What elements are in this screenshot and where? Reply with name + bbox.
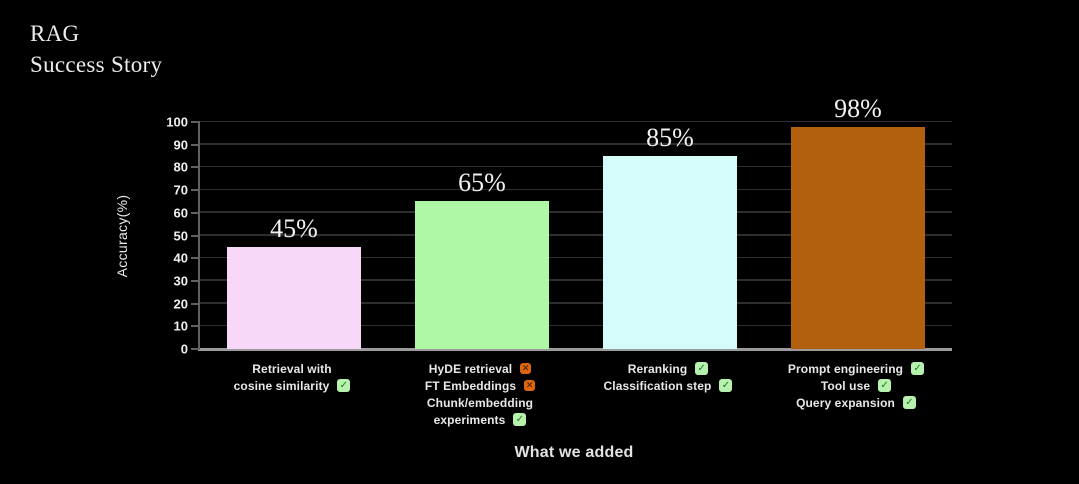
- y-tick-label: 70: [173, 182, 188, 198]
- y-gridline: [200, 234, 952, 236]
- check-icon: ✓: [695, 362, 709, 375]
- category-label-text: cosine similarity: [233, 378, 330, 393]
- category-label-group: Reranking ✓ Classification step ✓: [574, 360, 762, 394]
- y-axis-tick-labels: 0 10 20 30 40 50 60 70 80 90 100: [130, 115, 188, 357]
- category-label-line: HyDE retrieval ✕: [428, 360, 532, 377]
- y-gridline: [200, 120, 952, 122]
- slide-title-line1: RAG: [30, 21, 80, 46]
- y-tick-label: 20: [173, 296, 188, 312]
- y-gridline: [200, 143, 952, 145]
- y-tick-label: 60: [173, 205, 188, 221]
- y-tick-mark: [191, 166, 200, 169]
- y-tick-label: 50: [173, 228, 188, 243]
- bar: [227, 246, 361, 349]
- y-tick-mark: [191, 302, 200, 305]
- y-tick-mark: [191, 325, 200, 328]
- y-gridline: [200, 256, 952, 259]
- cross-icon: ✕: [524, 380, 536, 391]
- check-icon: ✓: [902, 396, 916, 409]
- bar: [791, 126, 925, 349]
- y-tick-label: 100: [166, 114, 188, 130]
- category-label-text: Classification step: [603, 378, 712, 393]
- check-icon: ✓: [513, 413, 527, 426]
- y-tick-label: 40: [173, 250, 188, 266]
- bar-value-label: 45%: [270, 213, 318, 243]
- category-label-line: Tool use ✓: [820, 377, 892, 394]
- y-gridline: [200, 211, 952, 213]
- y-tick-label: 90: [173, 137, 188, 153]
- y-tick-mark: [191, 279, 200, 282]
- bar-value-label: 65%: [458, 168, 506, 198]
- y-tick-mark: [191, 348, 200, 350]
- category-label-group: HyDE retrieval ✕ FT Embeddings ✕ Chunk/embed…: [386, 360, 574, 428]
- check-icon: ✓: [337, 379, 351, 392]
- y-tick-label: 30: [173, 273, 188, 289]
- y-gridline: [200, 324, 952, 327]
- y-tick-mark: [191, 189, 200, 192]
- category-label-text: HyDE retrieval: [428, 361, 513, 376]
- y-tick-mark: [191, 257, 200, 260]
- cross-icon: ✕: [520, 363, 532, 374]
- category-label-line: Retrieval with: [252, 360, 331, 377]
- category-label-line: experiments ✓: [434, 411, 527, 428]
- category-label-text: Prompt engineering: [787, 361, 904, 376]
- plot-area: 45% 65% 85% 98%: [191, 94, 952, 351]
- x-axis-title: What we added: [514, 444, 634, 461]
- category-label-text: Chunk/embedding: [426, 395, 534, 410]
- y-tick-mark: [191, 121, 200, 123]
- category-label-text: experiments: [433, 412, 506, 427]
- y-gridline: [200, 165, 952, 168]
- category-label-text: FT Embeddings: [424, 378, 517, 393]
- y-gridline: [200, 302, 952, 304]
- category-label-line: Chunk/embedding: [427, 394, 533, 411]
- y-tick-mark: [191, 143, 200, 146]
- y-gridline: [200, 279, 952, 281]
- check-icon: ✓: [911, 362, 925, 375]
- x-axis-line: [198, 347, 952, 351]
- check-icon: ✓: [878, 379, 892, 392]
- category-label-text: Reranking: [627, 361, 688, 376]
- category-label-line: Prompt engineering ✓: [787, 360, 925, 377]
- y-gridline: [200, 188, 952, 191]
- category-label-group: Retrieval with cosine similarity ✓: [198, 360, 386, 394]
- category-label-line: FT Embeddings ✕: [424, 377, 536, 394]
- category-label-line: Query expansion ✓: [796, 394, 916, 411]
- category-label-line: Classification step ✓: [604, 377, 733, 394]
- check-icon: ✓: [719, 379, 733, 392]
- category-label-group: Prompt engineering ✓ Tool use ✓ Query expans…: [762, 360, 950, 411]
- bar-value-label: 98%: [834, 93, 882, 123]
- slide-title-line2: Success Story: [30, 52, 163, 77]
- y-tick-label: 80: [173, 159, 188, 175]
- category-label-text: Query expansion: [796, 395, 895, 410]
- bar: [603, 156, 737, 349]
- category-label-text: Retrieval with: [252, 361, 332, 376]
- category-label-line: cosine similarity ✓: [234, 377, 351, 394]
- y-tick-label: 10: [173, 318, 188, 334]
- y-tick-mark: [191, 234, 200, 237]
- bar: [415, 201, 549, 349]
- bar-value-label: 85%: [646, 123, 694, 153]
- y-tick-label: 0: [180, 341, 188, 357]
- slide-title: RAG Success Story: [30, 18, 162, 80]
- y-tick-mark: [191, 211, 200, 214]
- category-label-text: Tool use: [820, 378, 871, 393]
- category-label-line: Reranking ✓: [628, 360, 709, 377]
